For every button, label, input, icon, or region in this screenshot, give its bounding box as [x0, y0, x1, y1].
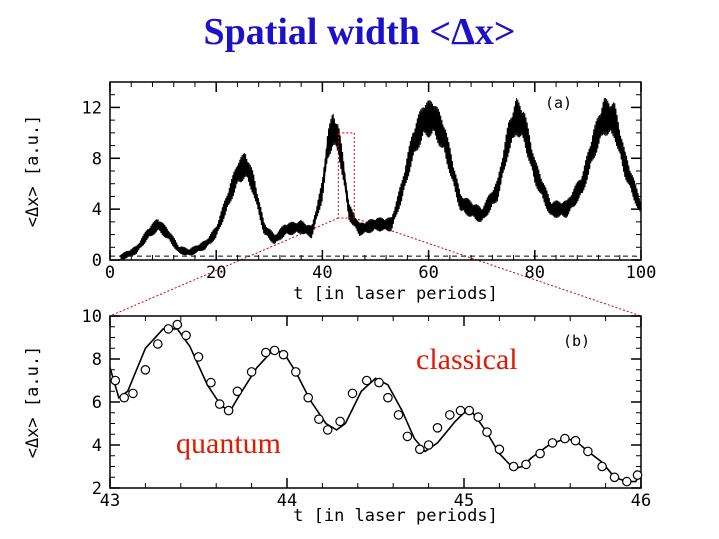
panel-b-classical-point: [632, 470, 643, 480]
zoom-connector-left: [109, 217, 339, 317]
panel-b-classical-point: [119, 392, 129, 403]
page-title: Spatial width <Δx>: [203, 11, 516, 53]
panel-b-classical-point: [383, 392, 393, 403]
panel-b-classical-point: [153, 339, 163, 349]
panel-b-classical-point: [303, 392, 313, 403]
panel-b-classical-point: [246, 367, 257, 377]
panel-b-classical-point: [374, 377, 384, 388]
panel-b-ylabel: <Δx> [a.u.]: [23, 346, 43, 459]
panel-b-classical-point: [547, 438, 558, 448]
panel-b-classical-point: [494, 444, 505, 455]
panel-b-classical-point: [314, 414, 324, 424]
panel-b-classical-point: [508, 461, 519, 472]
panel-a-x-tick-label: 20: [206, 263, 226, 283]
panel-b-classical-point: [347, 388, 358, 399]
panel-b-classical-point: [322, 425, 333, 435]
panel-a-y-tick-label: 4: [92, 200, 102, 220]
panel-b-classical-point: [278, 349, 289, 360]
panel-b-classical-point: [583, 446, 593, 457]
panel-b-x-tick-label: 46: [631, 491, 651, 511]
panel-a-label: (a): [545, 94, 572, 112]
panel-a-ylabel: <Δx> [a.u.]: [23, 115, 43, 228]
panel-b-classical-point: [290, 367, 301, 377]
panel-b-classical-point: [423, 440, 434, 450]
panel-b-classical-point: [193, 352, 204, 362]
panel-b-classical-point: [181, 330, 191, 341]
panel-b-classical-point: [128, 388, 138, 399]
panel-b-y-tick-label: 4: [92, 436, 102, 456]
panel-b-classical-point: [361, 375, 372, 386]
panel-b-classical-point: [482, 427, 492, 437]
panel-b-y-tick-label: 10: [82, 307, 102, 327]
panel-a: 0 20 40 60 80 100 0 4 8 12 (a) t [in laser period…: [23, 81, 657, 304]
annotation-classical: classical: [416, 343, 518, 376]
panel-b-y-tick-label: 6: [92, 393, 102, 413]
panel-b-y-tick-label: 2: [92, 479, 102, 499]
panel-b-classical-point: [521, 459, 531, 470]
panel-b-classical-point: [609, 472, 620, 483]
panel-a-xlabel: t [in laser periods]: [293, 284, 498, 304]
panel-a-x-tick-label: 60: [418, 263, 438, 283]
panel-a-envelope-line: [120, 114, 642, 259]
panel-a-zoom-box: [337, 132, 355, 219]
zoom-connector-right: [354, 217, 642, 317]
panel-b-label: (b): [563, 332, 590, 350]
panel-b-classical-point: [444, 410, 455, 420]
panel-b-xlabel: t [in laser periods]: [293, 506, 498, 526]
panel-b-classical-point: [455, 405, 466, 416]
panel-a-y-tick-label: 12: [82, 98, 102, 118]
panel-b-x-tick-label: 44: [277, 491, 297, 511]
panel-b-classical-point: [223, 405, 234, 416]
panel-b-x-tick-label: 45: [454, 491, 474, 511]
annotation-quantum: quantum: [176, 427, 281, 460]
panel-b-classical-point: [535, 448, 545, 459]
panel-b-classical-point: [214, 399, 225, 409]
panel-a-x-tick-label: 0: [105, 263, 115, 283]
panel-b-classical-point: [464, 405, 475, 416]
panel-a-y-tick-label: 8: [92, 149, 102, 169]
panel-b-classical-point: [570, 435, 581, 446]
panel-b-classical-point: [597, 461, 607, 472]
panel-b-frame: [109, 315, 642, 489]
panel-a-series: [110, 97, 642, 260]
panel-b-classical-point: [172, 319, 183, 330]
panel-a-ticks: 0 20 40 60 80 100 0 4 8 12: [82, 81, 657, 283]
panel-b-classical-point: [621, 476, 632, 487]
panel-b-classical-point: [206, 377, 216, 388]
panel-b-classical-point: [473, 412, 483, 422]
panel-b-classical-point: [232, 386, 243, 397]
panel-b-x-tick-label: 43: [100, 491, 120, 511]
panel-a-x-tick-label: 80: [525, 263, 545, 283]
panel-b-series: [109, 319, 643, 487]
panel-a-y-tick-label: 0: [92, 251, 102, 271]
panel-a-oscillation-trace: [120, 97, 641, 260]
zoom-connector-lines: [109, 217, 642, 317]
panel-b-classical-point: [414, 444, 425, 455]
panel-b-classical-point: [335, 416, 345, 427]
panel-b-classical-point: [260, 347, 271, 358]
panel-a-x-tick-label: 40: [312, 263, 332, 283]
panel-b-classical-point: [560, 433, 570, 444]
panel-a-x-tick-label: 100: [626, 263, 657, 283]
panel-b-classical-point: [432, 422, 443, 433]
panel-b-classical-point: [402, 431, 413, 442]
panel-b-classical-point: [163, 324, 174, 334]
panel-b-classical-point: [269, 345, 280, 356]
panel-b-y-tick-label: 8: [92, 350, 102, 370]
panel-b-classical-point: [393, 410, 404, 420]
panel-b-classical-point: [110, 375, 121, 386]
panel-b-classical-point: [140, 364, 151, 375]
